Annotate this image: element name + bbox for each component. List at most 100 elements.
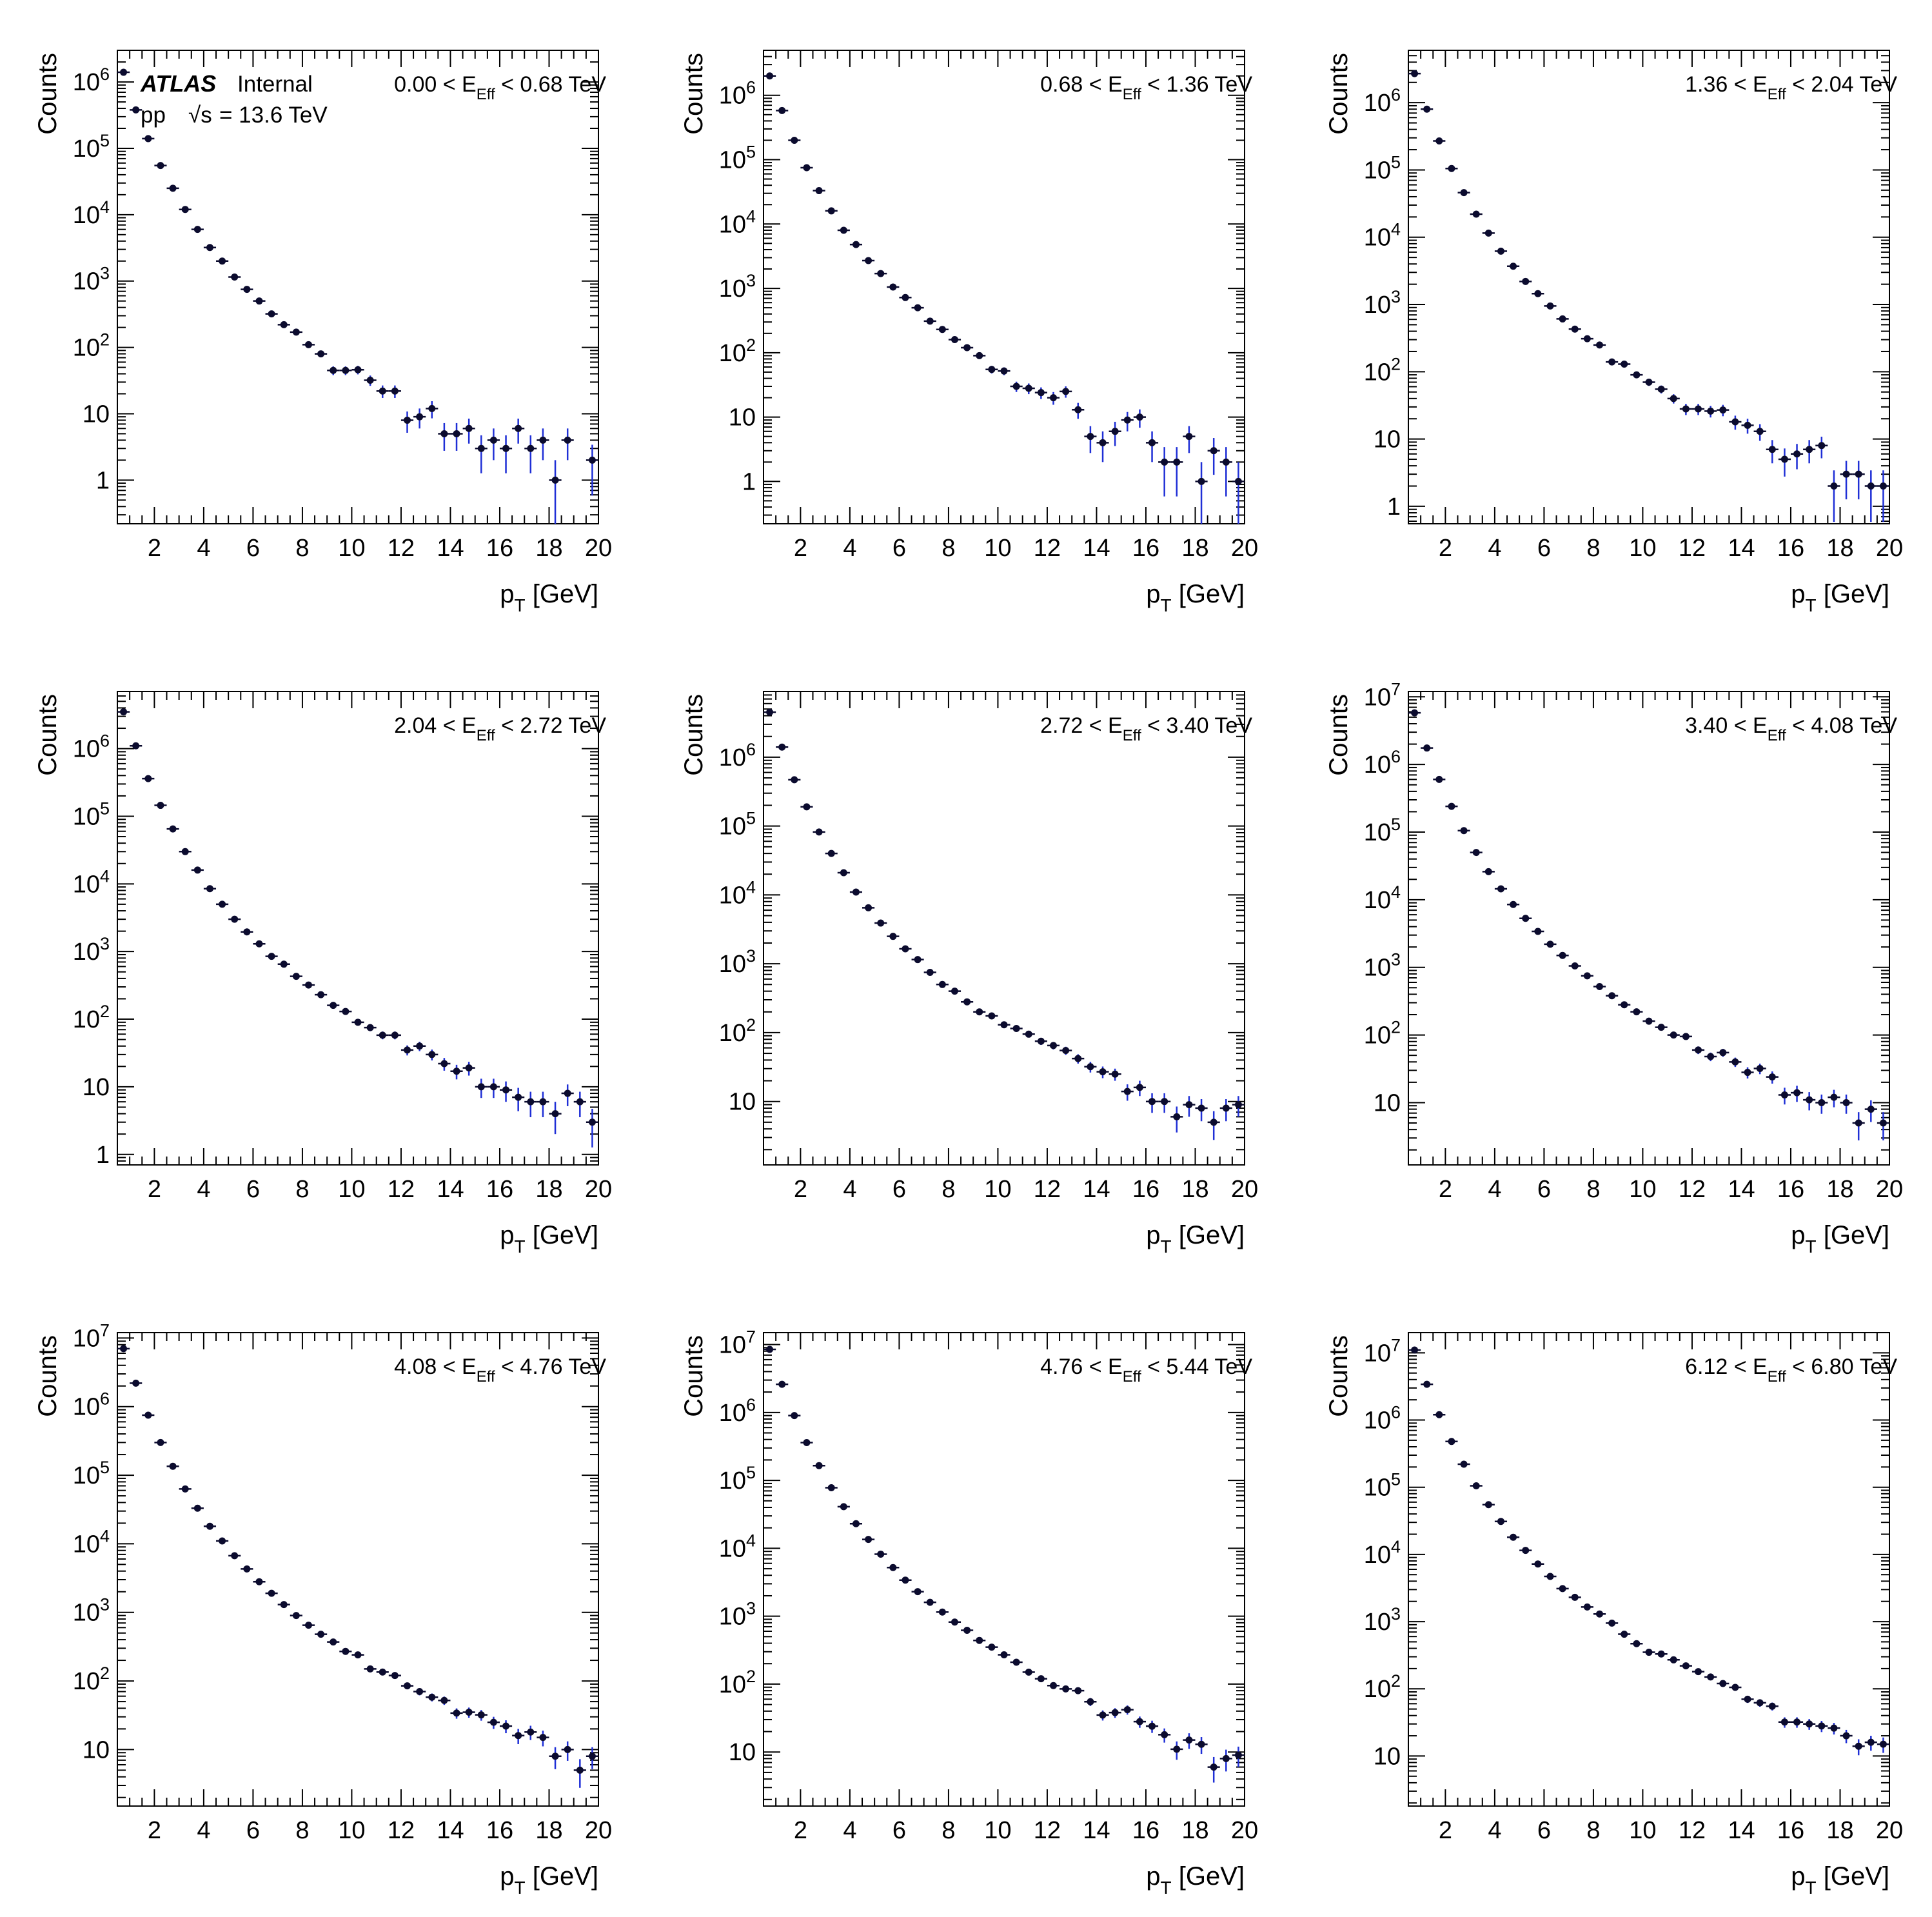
marker: [539, 1098, 547, 1106]
marker: [1050, 1682, 1058, 1689]
data-point: [1691, 1668, 1705, 1676]
data-point: [1877, 1737, 1889, 1753]
marker: [330, 366, 337, 374]
marker: [1062, 388, 1070, 395]
marker: [1234, 477, 1242, 485]
marker: [342, 366, 350, 374]
marker: [243, 286, 251, 293]
data-point: [948, 1618, 961, 1626]
marker: [342, 1008, 350, 1015]
x-tick-label: 10: [1629, 1817, 1656, 1844]
marker: [1645, 1017, 1653, 1025]
data-point: [573, 1759, 586, 1788]
data-point: [1753, 1064, 1766, 1075]
marker: [1185, 1736, 1193, 1744]
data-point: [1060, 386, 1072, 398]
marker: [1173, 1113, 1181, 1120]
marker: [1707, 407, 1715, 415]
marker: [889, 1564, 897, 1571]
marker: [453, 430, 460, 437]
marker: [1793, 1089, 1801, 1097]
x-tick-label: 18: [1826, 535, 1853, 562]
data-point: [1729, 415, 1742, 430]
x-tick-label: 8: [295, 1176, 309, 1203]
data-point: [327, 366, 340, 375]
marker: [877, 1550, 885, 1558]
data-point: [1593, 1610, 1606, 1618]
marker: [1621, 1001, 1628, 1009]
data-point: [524, 435, 537, 473]
marker: [1719, 406, 1727, 414]
data-point: [327, 1002, 340, 1009]
y-tick-label: 106: [1364, 747, 1401, 779]
marker: [1000, 367, 1008, 375]
data-point: [130, 742, 143, 750]
y-tick-label: 1: [96, 1142, 110, 1169]
data-point: [537, 1091, 549, 1118]
data-point: [1828, 1723, 1840, 1735]
x-tick-label: 8: [941, 535, 955, 562]
marker: [330, 1002, 337, 1009]
marker: [902, 1576, 909, 1584]
x-tick-label: 14: [1728, 1176, 1755, 1203]
marker: [1460, 827, 1468, 835]
data-point: [1618, 1631, 1631, 1638]
marker: [243, 928, 251, 936]
x-tick-label: 8: [1586, 535, 1600, 562]
marker: [354, 1018, 362, 1026]
data-point: [998, 1651, 1010, 1659]
data-point: [837, 869, 850, 877]
y-axis-label: Counts: [680, 694, 708, 776]
data-point: [1753, 424, 1766, 441]
x-tick-label: 10: [984, 1817, 1011, 1844]
data-point: [1096, 431, 1109, 462]
marker: [1025, 1030, 1032, 1038]
marker: [1806, 1096, 1813, 1104]
marker: [976, 352, 983, 359]
y-tick-label: 10: [83, 401, 110, 428]
data-point: [450, 422, 463, 451]
x-tick-label: 2: [1439, 1817, 1452, 1844]
marker: [206, 1522, 213, 1530]
marker: [1411, 70, 1419, 77]
marker: [1148, 439, 1156, 446]
marker: [292, 973, 300, 980]
marker: [1050, 1042, 1058, 1049]
marker: [1756, 1064, 1764, 1072]
marker: [1123, 1088, 1131, 1095]
data-point: [376, 385, 389, 398]
data-point: [1219, 1099, 1232, 1122]
marker: [120, 68, 128, 76]
data-point: [117, 1345, 130, 1353]
data-point: [179, 1485, 192, 1493]
marker: [1780, 455, 1788, 463]
region-label: 4.76 < EEff < 5.44 TeV: [1040, 1355, 1252, 1386]
marker: [778, 106, 786, 114]
y-tick-label: 103: [73, 934, 110, 966]
data-point: [1691, 1046, 1705, 1055]
data-point: [1519, 915, 1532, 922]
marker: [1423, 744, 1431, 752]
y-tick-label: 103: [1364, 1604, 1401, 1636]
data-point: [1815, 437, 1828, 459]
data-point: [1232, 1096, 1245, 1117]
data-point: [887, 1564, 900, 1571]
x-tick-label: 20: [1231, 535, 1258, 562]
marker: [527, 444, 535, 452]
data-point: [1072, 1054, 1085, 1064]
data-point: [117, 68, 130, 76]
data-point: [1170, 1106, 1183, 1133]
data-point: [825, 849, 838, 857]
marker: [1855, 1119, 1862, 1127]
data-point: [776, 743, 789, 751]
data-point: [1556, 951, 1569, 959]
y-tick-label: 10: [729, 1089, 756, 1116]
data-point: [475, 1078, 488, 1098]
x-tick-label: 6: [1537, 535, 1551, 562]
data-point: [499, 1720, 513, 1734]
marker: [193, 1504, 201, 1512]
marker: [1012, 382, 1020, 390]
marker: [926, 1598, 934, 1606]
data-point: [1470, 1482, 1483, 1490]
marker: [1682, 405, 1690, 413]
